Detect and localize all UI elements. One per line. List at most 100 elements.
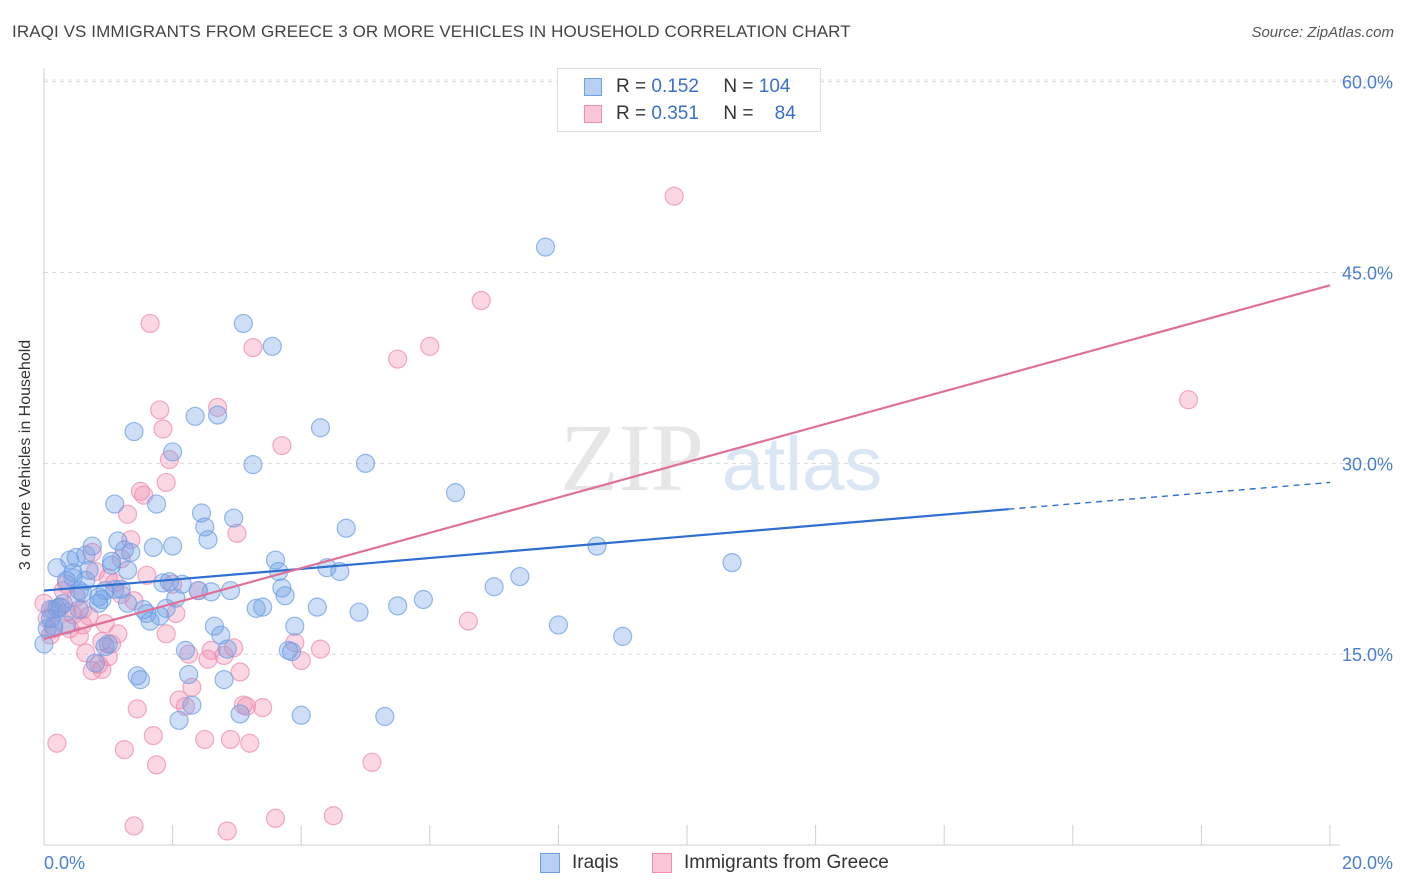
data-point — [307, 597, 327, 617]
data-point — [82, 536, 102, 556]
data-point — [47, 598, 67, 618]
data-point — [230, 704, 250, 724]
series-legend: Iraqis Immigrants from Greece — [0, 852, 1406, 878]
data-point — [117, 504, 138, 524]
legend-label-greece: Immigrants from Greece — [684, 852, 889, 873]
legend-row-iraqis: R = 0.152 N = 104 — [584, 75, 790, 99]
data-point — [169, 710, 189, 730]
data-point — [34, 634, 54, 654]
legend-n-label: N = — [723, 76, 754, 97]
data-point — [243, 338, 263, 358]
legend-item-iraqis[interactable]: Iraqis — [540, 852, 618, 874]
data-point — [150, 400, 170, 420]
stats-legend: R = 0.152 N = 104 R = 0.351 N = 84 — [557, 68, 821, 132]
data-point — [124, 421, 144, 442]
data-point — [214, 670, 234, 690]
data-point — [153, 419, 173, 439]
data-point — [323, 806, 343, 826]
legend-r-label: R = — [616, 103, 647, 124]
data-point — [548, 615, 569, 635]
watermark-zip: ZIP — [560, 404, 704, 511]
data-point — [336, 518, 356, 538]
data-point — [137, 565, 157, 585]
data-point — [253, 698, 273, 718]
data-point — [156, 624, 176, 644]
y-tick-label: 60.0% — [1342, 73, 1393, 93]
y-tick-label: 45.0% — [1342, 264, 1393, 284]
data-point — [117, 593, 138, 613]
data-point — [76, 570, 96, 591]
chart-title: IRAQI VS IMMIGRANTS FROM GREECE 3 OR MOR… — [12, 22, 851, 41]
data-point — [445, 483, 466, 503]
data-point — [121, 542, 141, 563]
data-point — [722, 552, 742, 573]
data-point — [124, 816, 144, 836]
data-point — [98, 568, 118, 588]
y-tick-label: 15.0% — [1342, 645, 1393, 665]
y-tick-labels: 15.0% 30.0% 45.0% 60.0% — [1342, 73, 1393, 665]
data-point — [349, 602, 369, 622]
data-point — [166, 588, 186, 608]
axes — [43, 68, 1340, 846]
data-point — [56, 615, 77, 635]
data-point — [240, 733, 260, 753]
data-point — [185, 406, 205, 426]
data-point — [89, 593, 109, 613]
data-point — [153, 573, 173, 593]
data-point — [265, 550, 286, 570]
greece-swatch — [584, 105, 602, 123]
iraqis-swatch — [584, 78, 602, 96]
y-tick-label: 30.0% — [1342, 454, 1393, 474]
legend-r-label: R = — [616, 76, 647, 97]
data-point — [224, 508, 244, 528]
source-note: Source: ZipAtlas.com — [1251, 24, 1394, 41]
data-point — [114, 739, 134, 760]
legend-label-iraqis: Iraqis — [572, 852, 619, 873]
legend-n-label: N = — [723, 103, 754, 124]
data-point — [310, 418, 331, 438]
data-point — [69, 626, 89, 646]
data-point — [220, 580, 241, 601]
data-point — [285, 616, 305, 636]
data-point — [47, 733, 67, 753]
legend-item-greece[interactable]: Immigrants from Greece — [652, 852, 889, 874]
data-point — [95, 636, 115, 657]
data-point — [278, 640, 298, 660]
data-point — [146, 755, 167, 775]
data-point — [246, 598, 266, 618]
data-point — [98, 634, 118, 654]
data-point — [69, 600, 89, 620]
legend-row-greece: R = 0.351 N = 84 — [584, 102, 796, 126]
data-point — [375, 706, 395, 727]
data-point — [130, 670, 151, 690]
data-point — [166, 603, 186, 624]
data-point — [179, 664, 199, 685]
data-point — [140, 611, 160, 631]
data-point — [195, 517, 215, 537]
data-point — [220, 729, 241, 750]
data-point — [50, 597, 70, 617]
data-point — [471, 290, 491, 311]
data-point — [535, 237, 556, 257]
data-point — [89, 654, 109, 674]
data-point — [217, 639, 237, 659]
legend-n-value: 84 — [774, 103, 796, 124]
data-point — [362, 752, 382, 772]
x-tick-labels: 0.0% 20.0% — [44, 853, 1393, 873]
data-point — [664, 186, 684, 206]
data-point — [236, 696, 257, 716]
data-point — [105, 494, 125, 514]
data-point — [272, 435, 292, 456]
trend-lines — [43, 284, 1331, 640]
data-point — [85, 653, 106, 673]
data-point — [156, 472, 176, 493]
data-point — [140, 313, 160, 334]
iraqis-swatch — [540, 853, 560, 873]
data-point — [458, 611, 478, 631]
data-point — [217, 821, 237, 841]
data-point — [208, 397, 228, 417]
legend-r-value: 0.351 — [651, 103, 699, 124]
data-point — [253, 597, 273, 617]
watermark: ZIP atlas — [560, 404, 882, 511]
